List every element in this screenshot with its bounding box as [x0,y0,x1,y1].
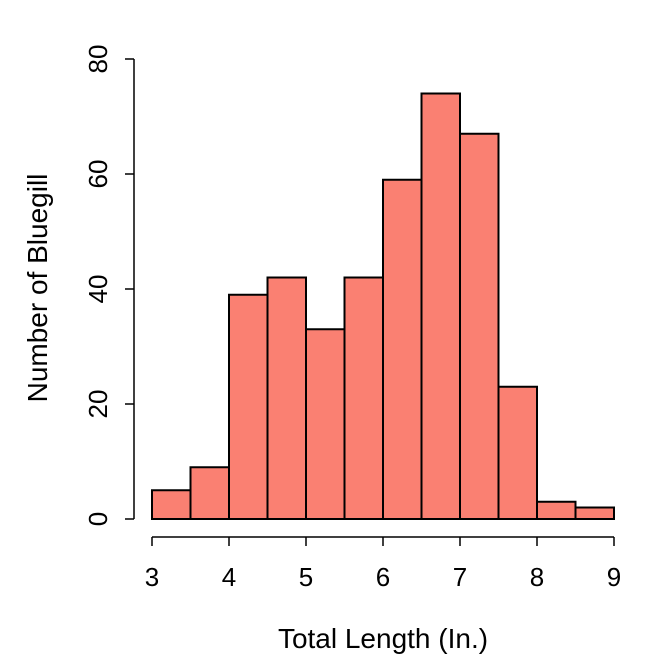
y-tick-label: 40 [83,275,113,304]
x-axis-title: Total Length (In.) [278,623,488,654]
x-tick-label: 5 [299,562,313,592]
histogram-bar [266,276,307,520]
x-tick-label: 8 [530,562,544,592]
histogram-bar [420,92,461,520]
histogram-bar [574,506,615,520]
x-tick-label: 9 [607,562,621,592]
x-tick-label: 4 [222,562,236,592]
y-tick-label: 60 [83,160,113,189]
histogram-bar [497,385,538,520]
histogram-bar [343,276,384,520]
histogram-bar [536,500,577,520]
x-tick-label: 6 [376,562,390,592]
histogram-bar [305,328,346,520]
y-tick-label: 80 [83,45,113,74]
histogram-bar [189,466,230,520]
x-tick-label: 7 [453,562,467,592]
y-axis-title: Number of Bluegill [22,174,53,403]
histogram-bar [228,293,269,520]
histogram-bar [459,132,500,520]
y-tick-label: 0 [83,512,113,526]
y-axis: 0 20 40 60 80 [83,45,135,526]
histogram-bar [151,489,192,520]
x-tick-label: 3 [145,562,159,592]
x-axis: 3 4 5 6 7 8 9 [145,536,621,592]
bars-group [151,92,615,520]
y-tick-label: 20 [83,390,113,419]
histogram-bar [382,178,423,520]
